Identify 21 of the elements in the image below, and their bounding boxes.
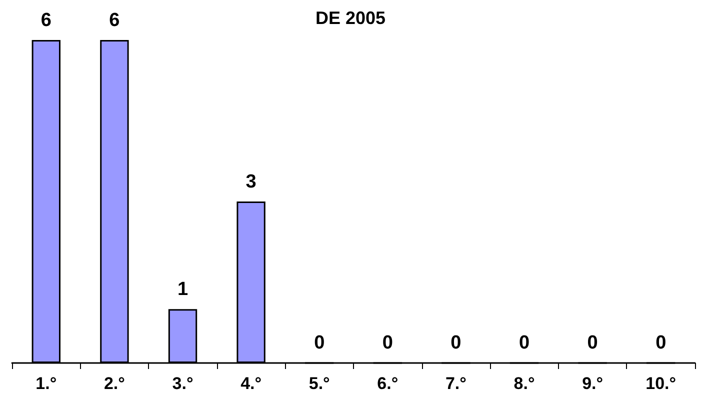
x-tick-label: 2.° <box>104 374 126 393</box>
data-label: 3 <box>246 172 256 192</box>
x-tick-label: 6.° <box>377 374 398 393</box>
x-tick-label: 5.° <box>308 374 330 393</box>
data-label: 0 <box>656 332 666 354</box>
data-label: 1 <box>177 279 188 300</box>
x-tick-label: 4.° <box>240 374 262 393</box>
data-label: 0 <box>382 332 393 354</box>
data-label: 0 <box>518 332 530 354</box>
data-label: 0 <box>450 332 462 354</box>
x-tick-label: 1.° <box>36 374 57 393</box>
data-label: 0 <box>314 332 325 354</box>
x-tick-label: 10.° <box>646 374 676 393</box>
data-label: 6 <box>40 10 52 31</box>
data-label: 0 <box>587 332 598 354</box>
x-tick-label: 9.° <box>582 374 604 393</box>
x-tick-label: 8.° <box>514 374 535 393</box>
x-tick-label: 3.° <box>172 374 194 393</box>
chart-title: DE 2005 <box>315 8 386 28</box>
x-tick-label: 7.° <box>445 374 467 393</box>
data-label: 6 <box>109 10 120 31</box>
